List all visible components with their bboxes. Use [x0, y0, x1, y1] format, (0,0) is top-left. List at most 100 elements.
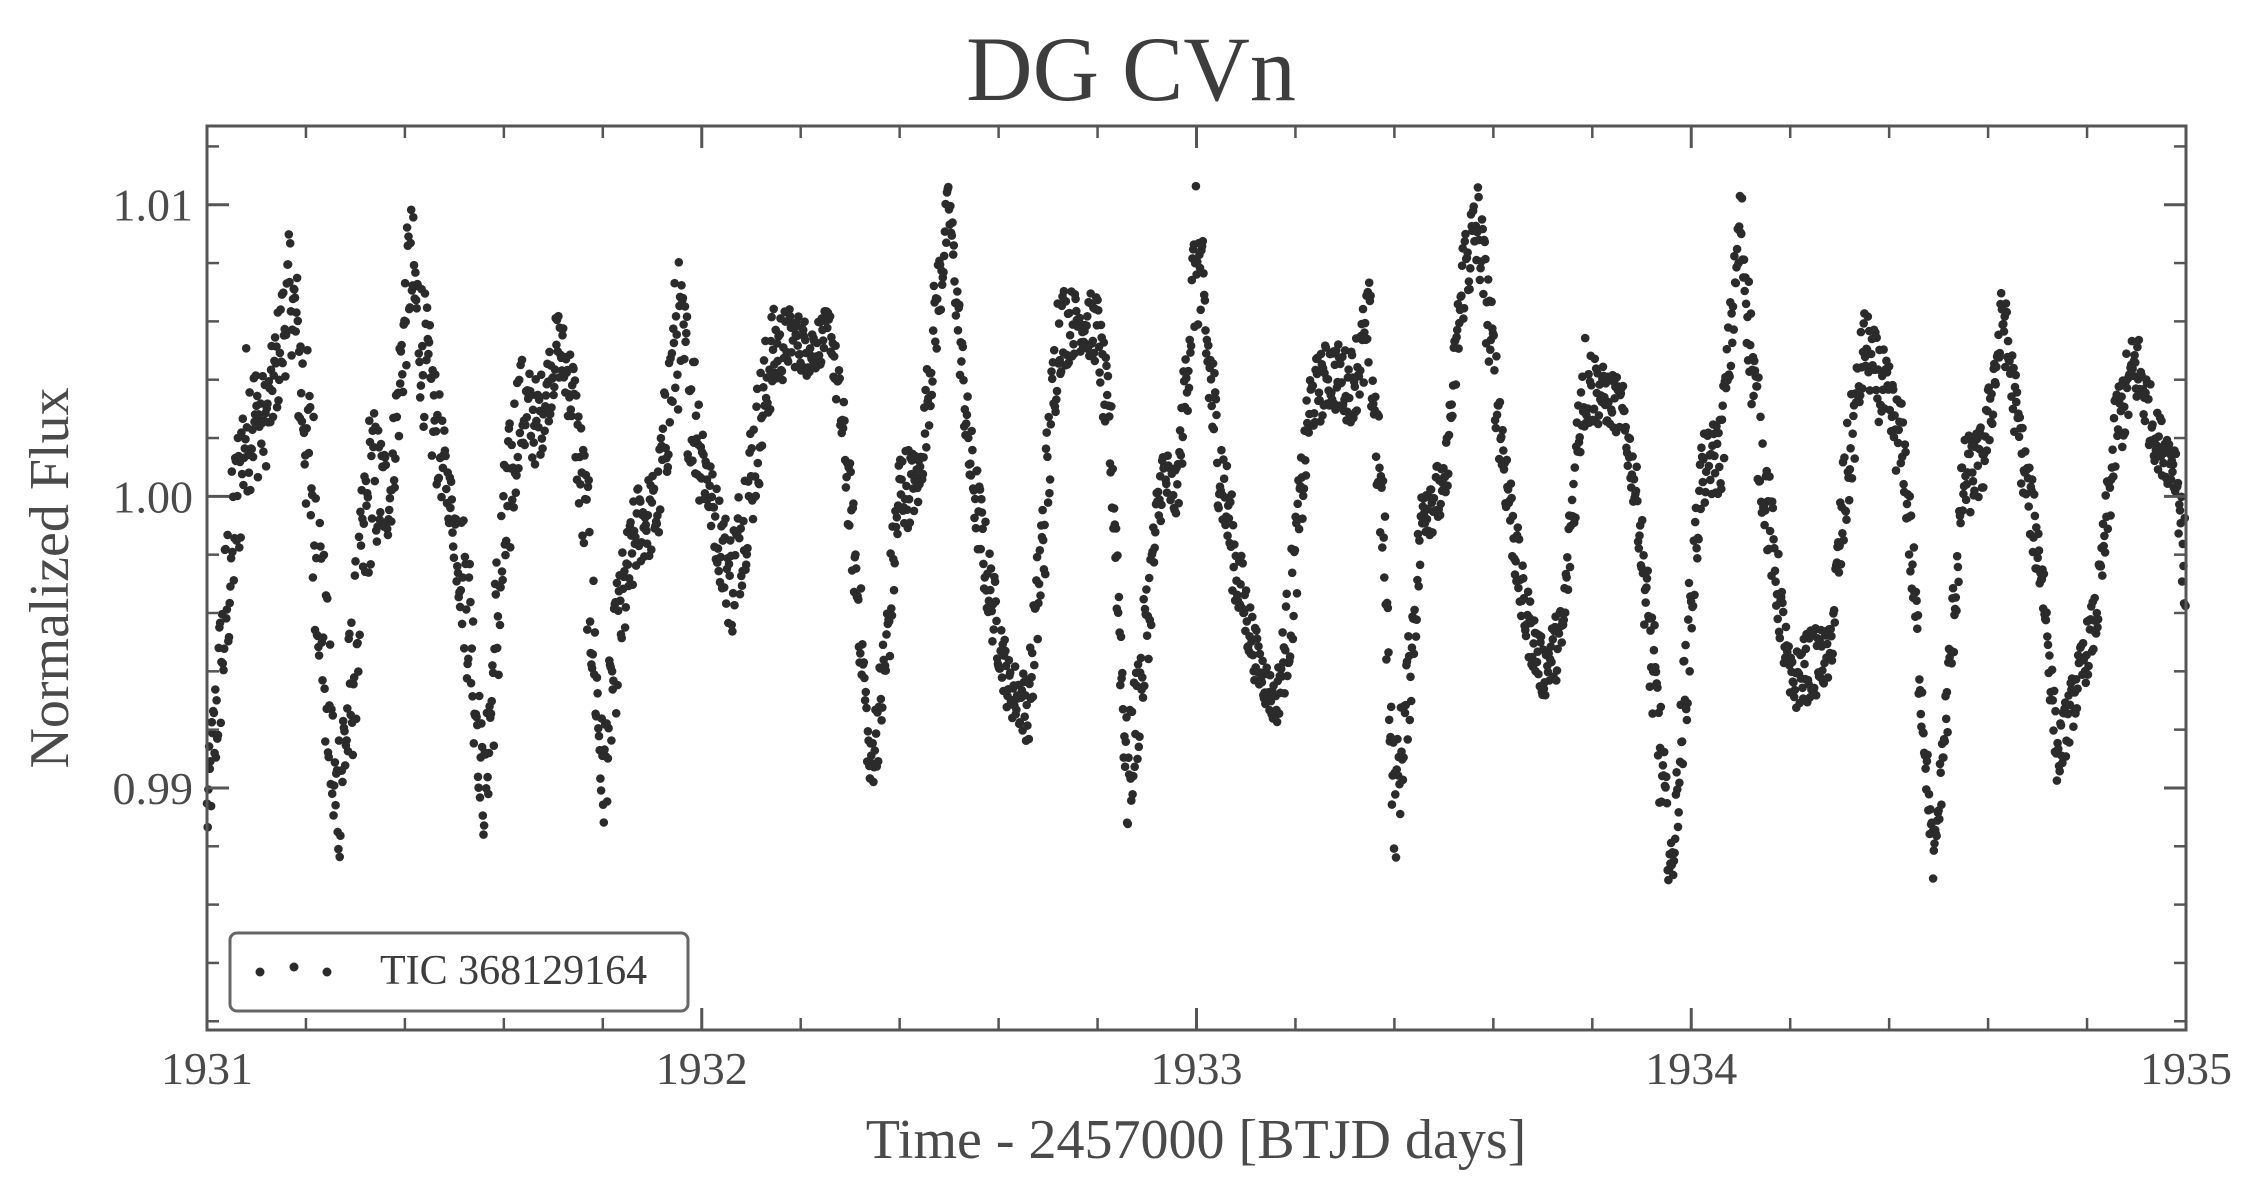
- data-point-944: [851, 564, 861, 573]
- data-point-2539: [1948, 583, 1958, 593]
- data-point-1854: [1477, 215, 1487, 224]
- data-point-1419: [1178, 432, 1188, 442]
- data-point-385: [467, 644, 477, 653]
- data-point-1232: [1049, 345, 1059, 355]
- data-point-2167: [1693, 554, 1702, 563]
- data-point-1345: [1127, 707, 1137, 717]
- data-point-2459: [1893, 438, 1903, 448]
- data-point-19: [215, 618, 225, 628]
- data-point-24: [219, 665, 228, 675]
- data-point-2869: [2175, 506, 2185, 515]
- data-point-685: [673, 405, 683, 414]
- data-point-152: [307, 484, 316, 493]
- data-point-2690: [2052, 776, 2062, 785]
- data-point-2761: [2101, 491, 2110, 500]
- data-point-1762: [1414, 582, 1423, 591]
- data-point-2567: [1968, 468, 1977, 477]
- data-point-2061: [1620, 406, 1629, 416]
- data-point-1978: [1563, 553, 1572, 562]
- data-point-1347: [1129, 771, 1138, 781]
- data-point-518: [558, 324, 568, 333]
- data-point-2140: [1674, 808, 1683, 817]
- data-point-795: [749, 425, 758, 435]
- data-point-1379: [1151, 527, 1160, 537]
- data-point-982: [878, 703, 887, 712]
- data-point-1107: [964, 433, 973, 443]
- data-point-382: [465, 559, 475, 569]
- data-point-1054: [927, 390, 937, 400]
- data-point-616: [626, 518, 635, 527]
- data-point-763: [727, 620, 736, 630]
- data-point-953: [858, 640, 867, 649]
- data-point-191: [334, 844, 343, 854]
- data-point-1827: [1459, 314, 1468, 323]
- data-point-2838: [2154, 432, 2163, 441]
- data-point-265: [384, 505, 394, 515]
- data-point-56: [241, 434, 250, 444]
- data-point-2714: [2069, 722, 2078, 731]
- data-point-890: [814, 351, 824, 360]
- data-point-2771: [2108, 445, 2117, 455]
- data-point-1269: [1075, 313, 1084, 323]
- data-point-1377: [1149, 558, 1159, 567]
- data-point-66: [248, 425, 257, 435]
- data-point-1453: [1201, 349, 1211, 358]
- legend-box: [228, 931, 690, 1013]
- data-point-1220: [1041, 444, 1051, 454]
- data-point-2866: [2173, 478, 2183, 488]
- data-point-2588: [1982, 446, 1992, 455]
- data-point-2420: [1866, 349, 1876, 359]
- data-point-1739: [1398, 775, 1408, 785]
- data-point-364: [453, 561, 462, 571]
- data-point-1806: [1444, 430, 1454, 440]
- data-point-2366: [1829, 605, 1839, 615]
- data-point-2789: [2120, 428, 2130, 437]
- data-point-1366: [1142, 585, 1151, 594]
- data-point-1989: [1570, 463, 1580, 472]
- data-point-284: [398, 370, 407, 379]
- data-point-2837: [2153, 465, 2163, 474]
- data-point-1837: [1466, 264, 1475, 273]
- data-point-2246: [1747, 399, 1756, 409]
- data-point-2114: [1656, 702, 1666, 712]
- data-point-145: [302, 424, 312, 433]
- data-point-1617: [1314, 388, 1324, 398]
- data-point-2627: [2009, 363, 2018, 373]
- data-point-704: [686, 385, 696, 394]
- data-point-268: [387, 517, 396, 526]
- data-point-172: [321, 737, 330, 746]
- data-point-276: [392, 412, 402, 422]
- data-point-498: [545, 347, 554, 357]
- data-point-30: [223, 530, 232, 540]
- data-point-1830: [1461, 229, 1470, 239]
- data-point-1315: [1107, 402, 1116, 411]
- data-point-623: [631, 532, 640, 542]
- data-point-2204: [1718, 401, 1727, 411]
- data-point-1309: [1102, 390, 1112, 400]
- data-point-1690: [1364, 278, 1374, 288]
- data-point-1125: [976, 544, 985, 554]
- data-point-1129: [979, 559, 988, 569]
- data-point-2266: [1761, 506, 1770, 515]
- data-point-273: [390, 483, 400, 492]
- data-point-1784: [1429, 493, 1439, 503]
- data-point-696: [681, 337, 690, 347]
- data-point-2799: [2127, 336, 2137, 346]
- data-point-1665: [1347, 350, 1357, 360]
- data-point-2392: [1847, 474, 1857, 483]
- data-point-169: [318, 633, 328, 642]
- data-point-737: [709, 503, 719, 512]
- data-point-1002: [891, 522, 901, 532]
- data-point-327: [427, 451, 437, 460]
- data-point-486: [536, 370, 546, 380]
- legend-marker-dot-3: [322, 967, 332, 977]
- data-point-443: [507, 440, 516, 450]
- data-point-1719: [1384, 715, 1394, 725]
- data-point-764: [728, 627, 737, 636]
- data-point-1742: [1400, 708, 1410, 718]
- data-point-1360: [1138, 673, 1147, 682]
- data-point-2117: [1658, 761, 1668, 770]
- data-point-2148: [1679, 656, 1689, 666]
- data-point-2323: [1800, 659, 1809, 669]
- data-point-2154: [1684, 615, 1693, 624]
